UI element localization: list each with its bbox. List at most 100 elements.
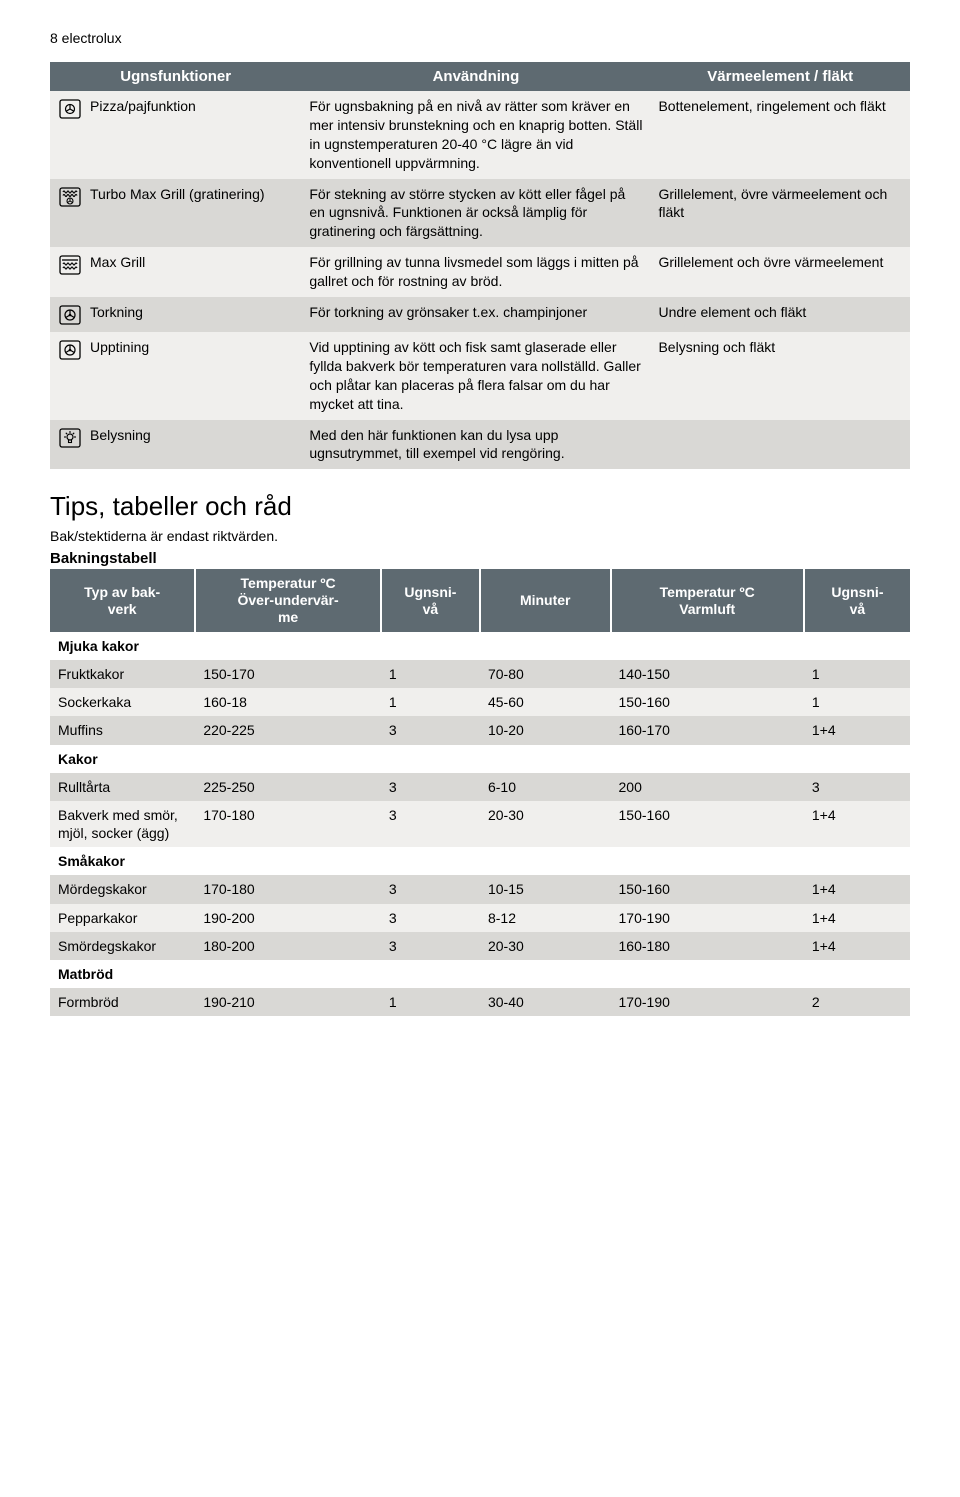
fan-icon bbox=[58, 339, 82, 361]
page: 8 electrolux Ugnsfunktioner Användning V… bbox=[0, 0, 960, 1046]
baking-cell: 225-250 bbox=[195, 773, 381, 801]
baking-row: Fruktkakor150-170170-80140-1501 bbox=[50, 660, 910, 688]
baking-row: Sockerkaka160-18145-60150-1601 bbox=[50, 688, 910, 716]
function-name: Upptining bbox=[90, 338, 149, 357]
baking-cell: 140-150 bbox=[611, 660, 804, 688]
function-use: För torkning av grönsaker t.ex. champinj… bbox=[301, 297, 650, 332]
baking-cell: 200 bbox=[611, 773, 804, 801]
baking-section-row: Kakor bbox=[50, 745, 910, 773]
turbo-max-grill-icon bbox=[58, 186, 82, 208]
function-row: Belysning Med den här funktionen kan du l… bbox=[50, 420, 910, 470]
function-heat: Belysning och fläkt bbox=[650, 332, 910, 420]
baking-cell: 3 bbox=[804, 773, 910, 801]
baking-row: Pepparkakor190-20038-12170-1901+4 bbox=[50, 904, 910, 932]
func-header-functions: Ugnsfunktioner bbox=[50, 62, 301, 91]
function-cell-name: Pizza/pajfunktion bbox=[50, 91, 301, 179]
fan-icon bbox=[58, 304, 82, 326]
baking-cell: 190-200 bbox=[195, 904, 381, 932]
function-row: Max GrillFör grillning av tunna livsmede… bbox=[50, 247, 910, 297]
baking-cell: Bakverk med smör, mjöl, socker (ägg) bbox=[50, 801, 195, 847]
baking-section-row: Matbröd bbox=[50, 960, 910, 988]
baking-cell: 160-18 bbox=[195, 688, 381, 716]
function-use: Vid upptining av kött och fisk samt glas… bbox=[301, 332, 650, 420]
baking-cell: 2 bbox=[804, 988, 910, 1016]
baking-section-label: Matbröd bbox=[50, 960, 910, 988]
baking-row: Bakverk med smör, mjöl, socker (ägg)170-… bbox=[50, 801, 910, 847]
baking-cell: 3 bbox=[381, 801, 480, 847]
baking-cell: 1+4 bbox=[804, 904, 910, 932]
function-row: Turbo Max Grill (gratinering) För steknin… bbox=[50, 179, 910, 248]
functions-table: Ugnsfunktioner Användning Värmeelement /… bbox=[50, 62, 910, 469]
baking-cell: Pepparkakor bbox=[50, 904, 195, 932]
baking-cell: 1 bbox=[381, 660, 480, 688]
baking-row: Formbröd190-210130-40170-1902 bbox=[50, 988, 910, 1016]
max-grill-icon bbox=[58, 254, 82, 276]
baking-cell: 170-180 bbox=[195, 801, 381, 847]
baking-cell: 220-225 bbox=[195, 716, 381, 744]
baking-cell: Fruktkakor bbox=[50, 660, 195, 688]
baking-cell: 1+4 bbox=[804, 932, 910, 960]
baking-header: Ugnsni-vå bbox=[804, 569, 910, 631]
baking-cell: Smördegskakor bbox=[50, 932, 195, 960]
function-name: Torkning bbox=[90, 303, 143, 322]
baking-section-label: Mjuka kakor bbox=[50, 632, 910, 660]
function-cell-name: Belysning bbox=[50, 420, 301, 470]
pizza-icon bbox=[58, 98, 82, 120]
function-cell-name: Torkning bbox=[50, 297, 301, 332]
baking-row: Rulltårta225-25036-102003 bbox=[50, 773, 910, 801]
function-use: För ugnsbakning på en nivå av rätter som… bbox=[301, 91, 650, 179]
baking-cell: 3 bbox=[381, 773, 480, 801]
baking-cell: 70-80 bbox=[480, 660, 611, 688]
baking-cell: 3 bbox=[381, 904, 480, 932]
function-heat: Grillelement och övre värmeelement bbox=[650, 247, 910, 297]
baking-cell: 10-20 bbox=[480, 716, 611, 744]
baking-cell: 3 bbox=[381, 716, 480, 744]
baking-cell: 1+4 bbox=[804, 801, 910, 847]
function-cell-name: Upptining bbox=[50, 332, 301, 420]
baking-cell: 160-180 bbox=[611, 932, 804, 960]
baking-cell: 1 bbox=[804, 660, 910, 688]
baking-cell: 1 bbox=[381, 688, 480, 716]
baking-cell: 3 bbox=[381, 875, 480, 903]
func-header-heat: Värmeelement / fläkt bbox=[650, 62, 910, 91]
function-heat: Bottenelement, ringelement och fläkt bbox=[650, 91, 910, 179]
function-use: Med den här funktionen kan du lysa upp u… bbox=[301, 420, 650, 470]
baking-header: Minuter bbox=[480, 569, 611, 631]
function-cell-name: Max Grill bbox=[50, 247, 301, 297]
function-name: Belysning bbox=[90, 426, 151, 445]
function-use: För stekning av större stycken av kött e… bbox=[301, 179, 650, 248]
function-name: Max Grill bbox=[90, 253, 145, 272]
baking-section-label: Småkakor bbox=[50, 847, 910, 875]
tips-subtitle: Bak/stektiderna är endast riktvärden. bbox=[50, 528, 910, 544]
baking-cell: 170-180 bbox=[195, 875, 381, 903]
baking-cell: Sockerkaka bbox=[50, 688, 195, 716]
function-heat: Grillelement, övre värmeelement och fläk… bbox=[650, 179, 910, 248]
baking-cell: 180-200 bbox=[195, 932, 381, 960]
function-heat: Undre element och fläkt bbox=[650, 297, 910, 332]
baking-row: Muffins220-225310-20160-1701+4 bbox=[50, 716, 910, 744]
baking-header: Ugnsni-vå bbox=[381, 569, 480, 631]
baking-cell: 1 bbox=[381, 988, 480, 1016]
tips-title: Tips, tabeller och råd bbox=[50, 491, 910, 522]
baking-cell: 20-30 bbox=[480, 932, 611, 960]
baking-cell: 1+4 bbox=[804, 716, 910, 744]
baking-cell: 150-160 bbox=[611, 688, 804, 716]
baking-cell: Formbröd bbox=[50, 988, 195, 1016]
baking-cell: 10-15 bbox=[480, 875, 611, 903]
baking-cell: 150-160 bbox=[611, 801, 804, 847]
baking-cell: 45-60 bbox=[480, 688, 611, 716]
function-row: Torkning För torkning av grönsaker t.ex. … bbox=[50, 297, 910, 332]
baking-header: Temperatur ºCÖver-undervär-me bbox=[195, 569, 381, 631]
baking-cell: 6-10 bbox=[480, 773, 611, 801]
baking-label: Bakningstabell bbox=[50, 550, 910, 567]
baking-cell: 150-160 bbox=[611, 875, 804, 903]
baking-cell: 20-30 bbox=[480, 801, 611, 847]
function-heat bbox=[650, 420, 910, 470]
baking-cell: 3 bbox=[381, 932, 480, 960]
function-name: Turbo Max Grill (gratinering) bbox=[90, 185, 265, 204]
baking-cell: 1+4 bbox=[804, 875, 910, 903]
function-row: Upptining Vid upptining av kött och fisk … bbox=[50, 332, 910, 420]
baking-section-row: Småkakor bbox=[50, 847, 910, 875]
baking-cell: 160-170 bbox=[611, 716, 804, 744]
light-icon bbox=[58, 427, 82, 449]
